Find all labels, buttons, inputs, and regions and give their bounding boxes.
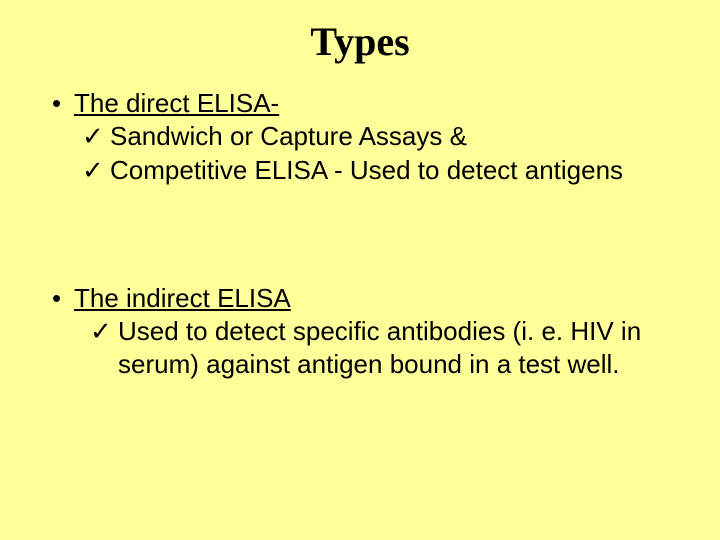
check-text: Sandwich or Capture Assays &	[110, 120, 690, 153]
check-text: Used to detect specific antibodies (i. e…	[118, 315, 690, 382]
sublist-indirect: ✓ Used to detect specific antibodies (i.…	[52, 315, 690, 382]
bullet-item-direct: • The direct ELISA-	[52, 87, 690, 120]
check-item: ✓ Competitive ELISA - Used to detect ant…	[82, 154, 690, 187]
spacer	[52, 187, 690, 282]
slide-content: • The direct ELISA- ✓ Sandwich or Captur…	[0, 87, 720, 382]
check-text: Competitive ELISA - Used to detect antig…	[110, 154, 690, 187]
sublist-direct: ✓ Sandwich or Capture Assays & ✓ Competi…	[52, 120, 690, 187]
bullet-dot-icon: •	[52, 87, 74, 120]
check-icon: ✓	[82, 120, 110, 153]
slide-title: Types	[0, 18, 720, 65]
bullet-item-indirect: • The indirect ELISA	[52, 282, 690, 315]
bullet-heading-indirect: The indirect ELISA	[74, 282, 690, 315]
check-icon: ✓	[82, 154, 110, 187]
bullet-dot-icon: •	[52, 282, 74, 315]
check-icon: ✓	[90, 315, 118, 348]
check-item: ✓ Used to detect specific antibodies (i.…	[90, 315, 690, 382]
bullet-heading-direct: The direct ELISA-	[74, 87, 690, 120]
slide: Types • The direct ELISA- ✓ Sandwich or …	[0, 18, 720, 540]
check-item: ✓ Sandwich or Capture Assays &	[82, 120, 690, 153]
